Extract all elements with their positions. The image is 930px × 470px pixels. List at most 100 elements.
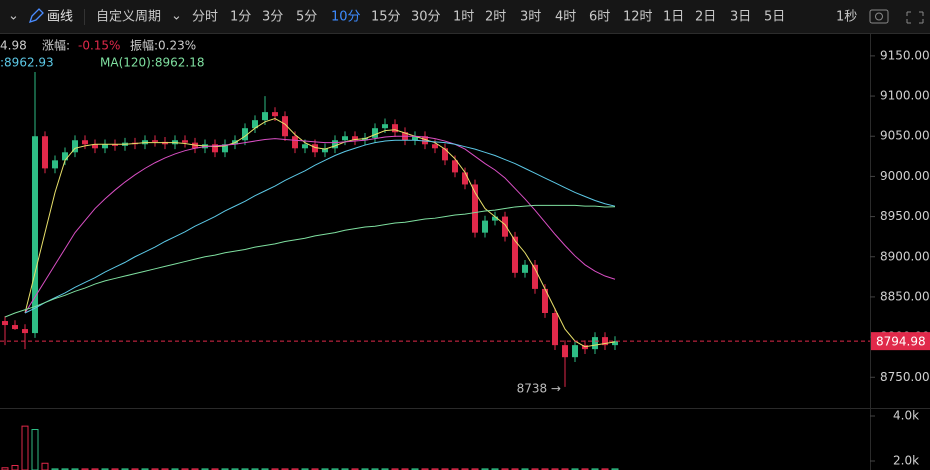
candle-body <box>242 128 248 141</box>
volume-bar <box>231 468 239 470</box>
candle-body <box>72 140 78 153</box>
candle-body <box>562 345 568 358</box>
period-button[interactable]: 15分 <box>371 10 401 25</box>
draw-button[interactable]: 画线 <box>47 10 73 25</box>
period-button[interactable]: 1分 <box>230 10 251 25</box>
toolbar <box>0 0 930 33</box>
period-button[interactable]: 6时 <box>589 10 610 25</box>
volume-bar <box>91 468 99 470</box>
volume-bar <box>311 468 319 470</box>
candle-body <box>462 172 468 185</box>
period-button[interactable]: 2时 <box>485 10 506 25</box>
candle-body <box>152 140 158 142</box>
candle-body <box>492 216 498 221</box>
camera-lens <box>875 12 883 21</box>
volume-bar <box>131 468 139 470</box>
candle-body <box>32 136 38 334</box>
y-tick-label: 8750.00 <box>880 370 930 384</box>
y-tick-label: 9050.00 <box>880 129 930 143</box>
volume-bar <box>451 468 459 470</box>
candle-body <box>52 160 58 169</box>
candle-body <box>342 136 348 141</box>
collapse-icon[interactable]: ⌄ <box>8 9 19 24</box>
period-button[interactable]: 1时 <box>453 10 474 25</box>
volume-bar <box>601 468 609 470</box>
volume-bar <box>11 465 19 470</box>
interval[interactable]: 1秒 <box>836 10 857 25</box>
volume-bar <box>61 468 69 470</box>
volume-bar <box>191 468 199 470</box>
last-price-tag <box>871 332 930 351</box>
period-button[interactable]: 3日 <box>730 10 751 25</box>
period-button[interactable]: 1日 <box>663 10 684 25</box>
candle-body <box>272 112 278 117</box>
candle-body <box>112 144 118 146</box>
candle-body <box>292 136 298 149</box>
volume-bar <box>391 468 399 470</box>
volume-bar <box>361 468 369 470</box>
candle-body <box>92 144 98 149</box>
info-text: MA(120):8962.18 <box>100 56 205 70</box>
volume-bar <box>81 468 89 470</box>
candle-body <box>332 140 338 149</box>
candle-body <box>282 116 288 137</box>
last-price-label: 8794.98 <box>876 335 926 349</box>
custom-period[interactable]: 自定义周期 <box>96 10 161 25</box>
volume-bar <box>321 468 329 470</box>
volume-bar <box>431 468 439 470</box>
period-button[interactable]: 30分 <box>411 10 441 25</box>
volume-bar <box>531 468 539 470</box>
candle-body <box>22 329 28 334</box>
y-tick-label: 8950.00 <box>880 209 930 223</box>
period-button[interactable]: 3时 <box>520 10 541 25</box>
volume-bar <box>381 468 389 470</box>
candle-body <box>102 144 108 149</box>
candle-body <box>482 220 488 233</box>
y-tick-label: 9100.00 <box>880 89 930 103</box>
period-button[interactable]: 5日 <box>764 10 785 25</box>
candle-body <box>422 136 428 145</box>
period-button[interactable]: 5分 <box>296 10 317 25</box>
candle-body <box>612 341 618 346</box>
period-button[interactable]: 2日 <box>695 10 716 25</box>
volume-bar <box>571 468 579 470</box>
volume-bar <box>591 468 599 470</box>
volume-bar <box>281 468 289 470</box>
volume-bar <box>501 468 509 470</box>
period-button[interactable]: 12时 <box>623 10 653 25</box>
volume-bar <box>561 468 569 470</box>
pencil-icon[interactable] <box>28 8 44 24</box>
camera-icon[interactable] <box>869 9 889 24</box>
candle-body <box>382 124 388 129</box>
period-button[interactable]: 4时 <box>555 10 576 25</box>
volume-bar <box>551 468 559 470</box>
candle-body <box>442 148 448 161</box>
volume-bar <box>161 468 169 470</box>
volume-bar <box>541 468 549 470</box>
fullscreen-icon[interactable] <box>906 11 924 24</box>
volume-bar <box>291 468 299 470</box>
volume-bar <box>31 429 39 470</box>
ma-line <box>24 118 616 348</box>
volume-bar <box>261 468 269 470</box>
period-button[interactable]: 10分 <box>331 10 361 25</box>
ma-line <box>24 139 616 314</box>
candle-body <box>12 325 18 330</box>
volume-bar <box>211 468 219 470</box>
period-button[interactable]: 3分 <box>262 10 283 25</box>
volume-bar <box>221 468 229 470</box>
candle-body <box>222 144 228 153</box>
volume-bar <box>101 468 109 470</box>
period-button[interactable]: 分时 <box>192 10 218 25</box>
volume-bar <box>341 468 349 470</box>
volume-bar <box>421 468 429 470</box>
candle-body <box>82 140 88 145</box>
candle-body <box>62 152 68 161</box>
y-tick-label: 8900.00 <box>880 249 930 263</box>
dropdown-icon[interactable]: ⌄ <box>171 9 182 24</box>
candle-body <box>212 144 218 153</box>
y-tick-label: 9000.00 <box>880 169 930 183</box>
volume-bar <box>181 468 189 470</box>
volume-bar <box>1 467 9 470</box>
